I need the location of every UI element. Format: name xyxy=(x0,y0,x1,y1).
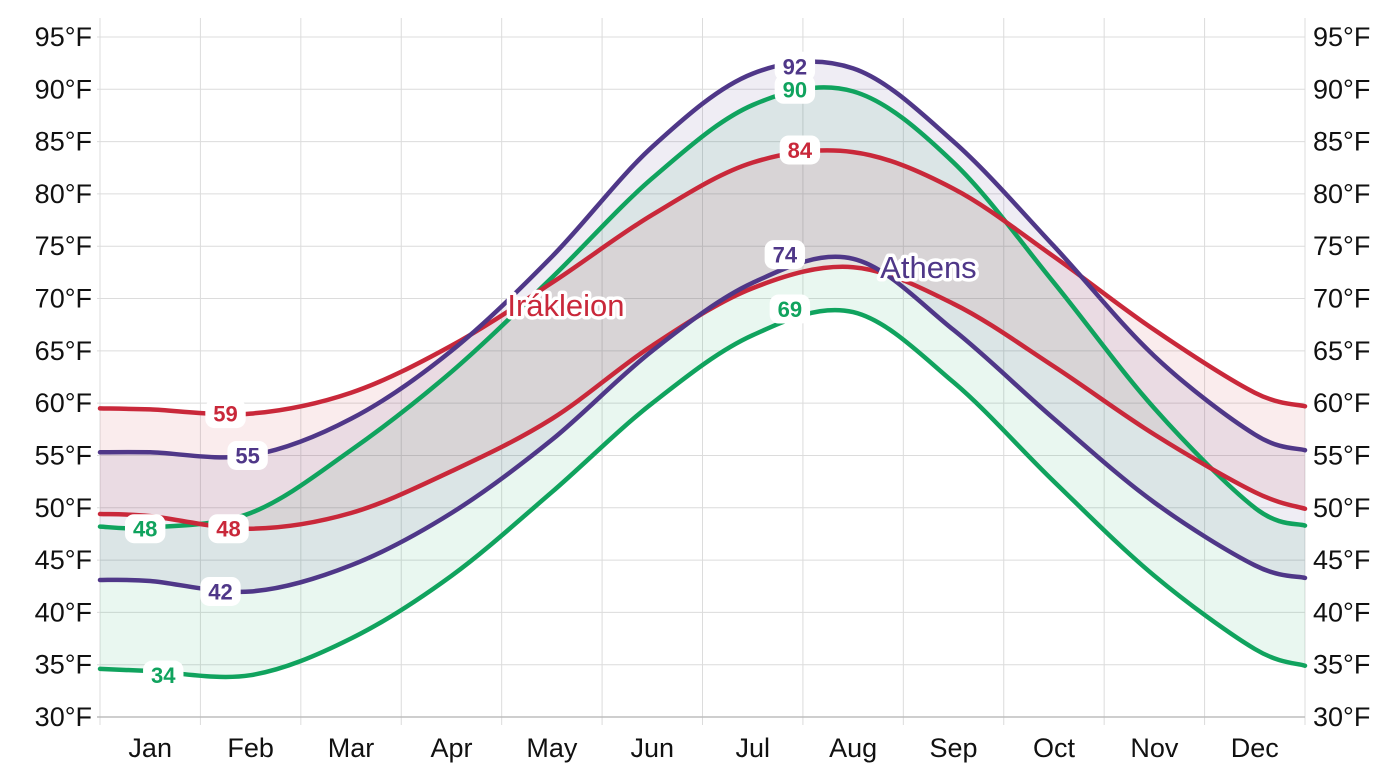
x-axis-label-aug: Aug xyxy=(829,733,877,763)
series-line-city3-high xyxy=(97,85,1308,531)
value-badge-city3-low-min xyxy=(143,660,184,690)
value-label-city3-high-min: 48 xyxy=(133,517,157,542)
value-label-irakleion-high-min: 59 xyxy=(213,402,237,427)
x-axis-label-jan: Jan xyxy=(128,733,172,763)
x-axis-label-apr: Apr xyxy=(430,733,472,763)
y-axis-label-right-45: 45°F xyxy=(1313,545,1370,575)
y-axis-label-right-40: 40°F xyxy=(1313,597,1370,627)
value-badge-city3-high-max xyxy=(774,74,816,104)
value-badge-athens-low-min xyxy=(200,576,241,606)
value-label-irakleion-high-max: 84 xyxy=(788,138,813,163)
y-axis-label-right-75: 75°F xyxy=(1313,231,1370,261)
y-axis-label-right-30: 30°F xyxy=(1313,702,1370,732)
value-badge-athens-low-max xyxy=(764,240,806,270)
value-badge-city3-high-min xyxy=(124,514,166,544)
x-axis-label-mar: Mar xyxy=(328,733,375,763)
temperature-band-irakleion xyxy=(100,150,1305,529)
x-axis-label-nov: Nov xyxy=(1130,733,1179,763)
value-badge-irakleion-low-min xyxy=(208,514,249,544)
value-label-athens-high-min: 55 xyxy=(235,443,259,468)
y-axis-label-right-80: 80°F xyxy=(1313,179,1370,209)
series-line-athens-high xyxy=(97,59,1308,460)
y-axis-label-left-95: 95°F xyxy=(35,22,92,52)
value-label-athens-low-max: 74 xyxy=(773,243,798,268)
x-axis-label-feb: Feb xyxy=(227,733,274,763)
value-label-athens-low-min: 42 xyxy=(208,579,232,604)
y-axis-label-left-65: 65°F xyxy=(35,336,92,366)
y-axis-label-left-55: 55°F xyxy=(35,440,92,470)
value-badge-athens-high-min xyxy=(227,440,268,470)
x-axis-label-may: May xyxy=(526,733,578,763)
value-badge-irakleion-high-min xyxy=(205,399,246,429)
value-label-city3-low-min: 34 xyxy=(151,663,176,688)
value-label-irakleion-low-min: 48 xyxy=(216,517,240,542)
y-axis-label-right-35: 35°F xyxy=(1313,650,1370,680)
y-axis-label-left-35: 35°F xyxy=(35,650,92,680)
y-axis-label-left-50: 50°F xyxy=(35,493,92,523)
y-axis-label-right-65: 65°F xyxy=(1313,336,1370,366)
x-axis-label-dec: Dec xyxy=(1231,733,1279,763)
y-axis-label-left-30: 30°F xyxy=(35,702,92,732)
value-label-athens-high-max: 92 xyxy=(783,54,807,79)
y-axis-label-right-90: 90°F xyxy=(1313,74,1370,104)
city-label-athens[interactable]: Athens xyxy=(877,247,981,289)
value-label-city3-high-max: 90 xyxy=(783,77,807,102)
y-axis-label-left-40: 40°F xyxy=(35,597,92,627)
y-axis-label-left-85: 85°F xyxy=(35,127,92,157)
y-axis-label-left-75: 75°F xyxy=(35,231,92,261)
y-axis-label-left-70: 70°F xyxy=(35,284,92,314)
temperature-band-city3 xyxy=(100,87,1305,677)
y-axis-label-left-90: 90°F xyxy=(35,74,92,104)
y-axis-label-right-70: 70°F xyxy=(1313,284,1370,314)
y-axis-label-right-85: 85°F xyxy=(1313,127,1370,157)
value-badge-irakleion-high-max xyxy=(779,135,821,165)
x-axis-label-sep: Sep xyxy=(930,733,978,763)
y-axis-label-left-60: 60°F xyxy=(35,388,92,418)
value-badge-city3-low-max xyxy=(769,294,811,324)
y-axis-label-right-60: 60°F xyxy=(1313,388,1370,418)
city-label-irakleion[interactable]: Irákleion xyxy=(504,284,628,326)
y-axis-label-left-80: 80°F xyxy=(35,179,92,209)
y-axis-label-right-55: 55°F xyxy=(1313,440,1370,470)
y-axis-label-left-45: 45°F xyxy=(35,545,92,575)
x-axis-label-jul: Jul xyxy=(735,733,770,763)
x-axis-label-jun: Jun xyxy=(631,733,675,763)
y-axis-label-right-50: 50°F xyxy=(1313,493,1370,523)
value-badge-athens-high-max xyxy=(774,51,816,81)
series-line-irakleion-high xyxy=(97,148,1308,417)
series-line-athens-low xyxy=(97,254,1308,595)
value-label-city3-low-max: 69 xyxy=(778,297,802,322)
x-axis-label-oct: Oct xyxy=(1033,733,1076,763)
y-axis-label-right-95: 95°F xyxy=(1313,22,1370,52)
series-line-city3-low xyxy=(97,307,1308,680)
